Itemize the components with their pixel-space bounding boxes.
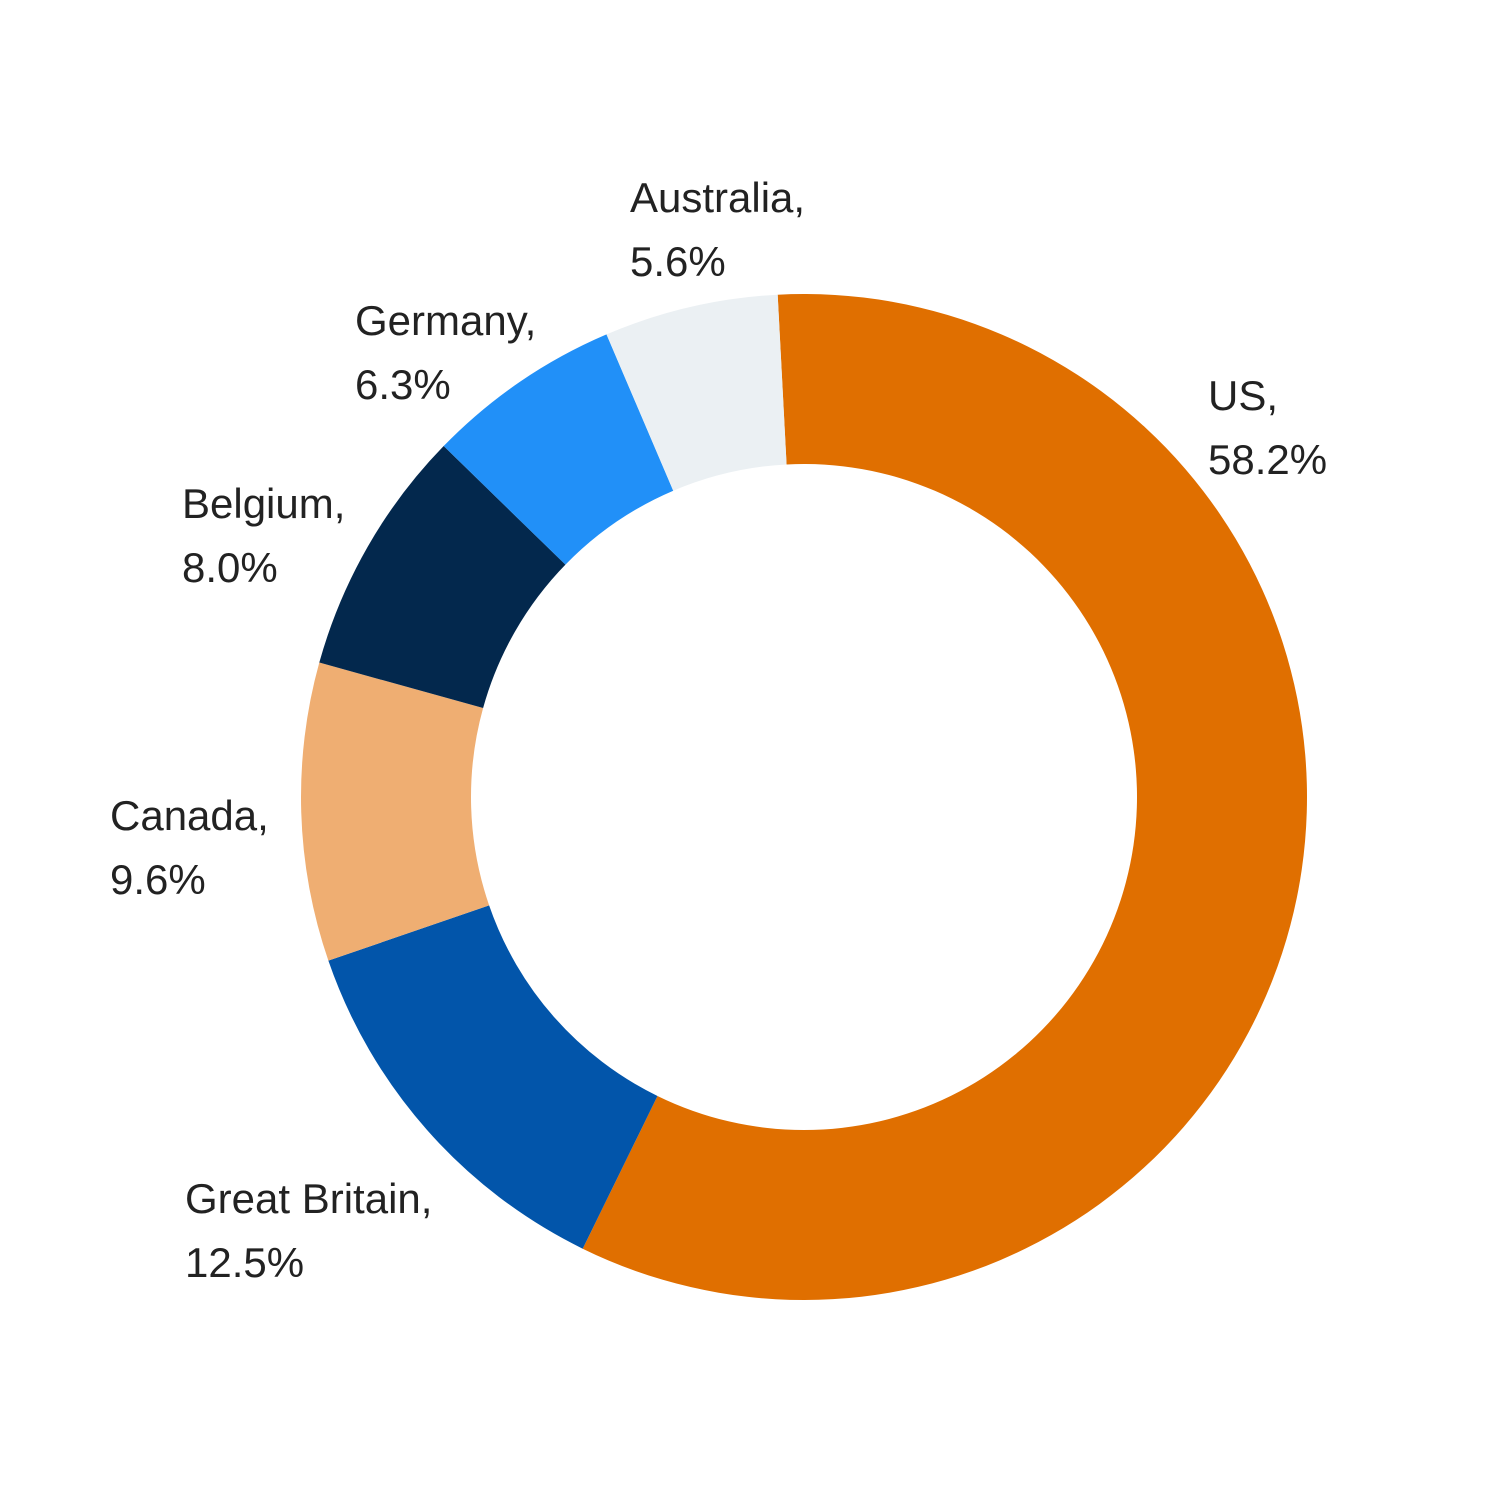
- slice-value-label: 8.0%: [182, 544, 278, 591]
- slice-value-label: 58.2%: [1208, 436, 1327, 483]
- slice-label: Belgium,: [182, 480, 345, 527]
- donut-slice: [328, 905, 658, 1249]
- slice-label: Germany,: [355, 297, 536, 344]
- slice-value-label: 9.6%: [110, 856, 206, 903]
- slice-value-label: 5.6%: [630, 238, 726, 285]
- slice-label: US,: [1208, 372, 1278, 419]
- slice-label: Great Britain,: [185, 1175, 432, 1222]
- donut-slice: [606, 294, 787, 491]
- slice-value-label: 12.5%: [185, 1239, 304, 1286]
- slice-value-label: 6.3%: [355, 361, 451, 408]
- slice-label: Australia,: [630, 174, 805, 221]
- donut-slice: [319, 446, 566, 708]
- donut-slice: [582, 294, 1307, 1300]
- slice-label: Canada,: [110, 792, 269, 839]
- donut-slice: [300, 662, 490, 961]
- donut-slice: [443, 334, 674, 565]
